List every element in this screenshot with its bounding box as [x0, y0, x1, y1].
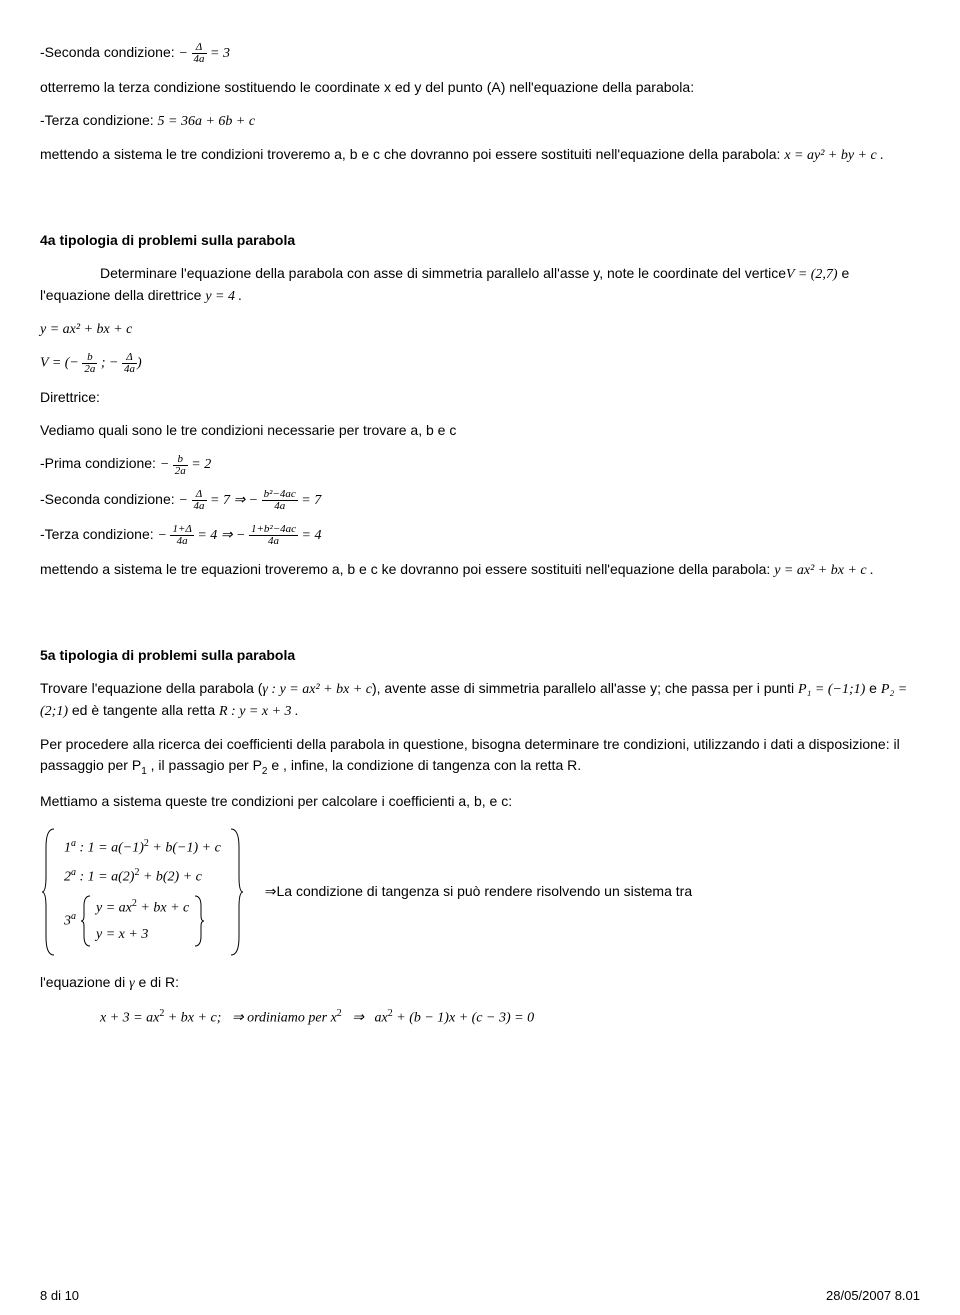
left-brace-icon — [40, 827, 58, 957]
formula: R : y = x + 3 . — [219, 704, 299, 719]
text: mettendo a sistema le tre condizioni tro… — [40, 146, 784, 162]
direttrice-label: Direttrice: — [40, 387, 920, 408]
formula: x = ay² + by + c . — [784, 148, 883, 163]
heading-4a: 4a tipologia di problemi sulla parabola — [40, 230, 920, 251]
formula: − Δ4a = 7 ⇒ − b²−4ac4a = 7 — [179, 493, 322, 508]
system-equations: 1a : 1 = a(−1)2 + b(−1) + c 2a : 1 = a(2… — [40, 827, 920, 957]
formula: γ : y = ax² + bx + c — [262, 682, 372, 697]
sys-line-3: 3a y = ax2 + bx + c y = x + 3 — [64, 894, 221, 948]
arrow: ⇒ — [265, 881, 277, 902]
paragraph: mettendo a sistema le tre condizioni tro… — [40, 144, 920, 166]
page-number: 8 di 10 — [40, 1286, 79, 1306]
text: -Seconda condizione: — [40, 491, 179, 507]
text: e — [865, 680, 881, 696]
inner-left-brace-icon — [80, 894, 92, 948]
formula: P₁ = (−1;1) — [798, 682, 865, 697]
sys-inner-1: y = ax2 + bx + c — [96, 896, 189, 919]
formula: y = ax² + bx + c . — [774, 563, 873, 578]
terza-condizione-2: -Terza condizione: − 1+Δ4a = 4 ⇒ − 1+b²−… — [40, 524, 920, 547]
paragraph: Per procedere alla ricerca dei coefficie… — [40, 734, 920, 779]
seconda-condizione-1: -Seconda condizione: − Δ4a = 3 — [40, 42, 920, 65]
text: -Terza condizione: — [40, 112, 158, 128]
text: ed è tangente alla retta — [68, 702, 219, 718]
text: -Seconda condizione: — [40, 44, 179, 60]
formula-final: x + 3 = ax2 + bx + c; ⇒ ordiniamo per x2… — [40, 1006, 920, 1029]
page-footer: 8 di 10 28/05/2007 8.01 — [40, 1286, 920, 1306]
terza-condizione-1: -Terza condizione: 5 = 36a + 6b + c — [40, 110, 920, 132]
sys-line-2: 2a : 1 = a(2)2 + b(2) + c — [64, 865, 221, 888]
text: ), avente asse di simmetria parallelo al… — [372, 680, 798, 696]
text: l'equazione di — [40, 974, 129, 990]
formula: − Δ4a = 3 — [179, 46, 230, 61]
heading-5a: 5a tipologia di problemi sulla parabola — [40, 645, 920, 666]
text: Trovare l'equazione della parabola ( — [40, 680, 262, 696]
formula-vertex: V = (− b2a ; − Δ4a) — [40, 352, 920, 375]
text: mettendo a sistema le tre equazioni trov… — [40, 561, 774, 577]
text: , il passagio per P — [147, 757, 262, 773]
formula: y = 4 . — [205, 289, 242, 304]
formula-parabola: y = ax² + bx + c — [40, 319, 920, 340]
paragraph: otterremo la terza condizione sostituend… — [40, 77, 920, 98]
text: Determinare l'equazione della parabola c… — [70, 263, 786, 284]
prima-condizione: -Prima condizione: − b2a = 2 — [40, 453, 920, 476]
inner-right-brace-icon — [193, 894, 205, 948]
text: e di R: — [135, 974, 179, 990]
text: La condizione di tangenza si può rendere… — [277, 881, 693, 902]
paragraph: mettendo a sistema le tre equazioni trov… — [40, 559, 920, 581]
formula: V = (2,7) — [786, 267, 838, 282]
paragraph: l'equazione di γ e di R: — [40, 972, 920, 994]
seconda-condizione-2: -Seconda condizione: − Δ4a = 7 ⇒ − b²−4a… — [40, 489, 920, 512]
formula: − b2a = 2 — [160, 457, 211, 472]
paragraph: Mettiamo a sistema queste tre condizioni… — [40, 791, 920, 812]
paragraph: Vediamo quali sono le tre condizioni nec… — [40, 420, 920, 441]
sys-line-1: 1a : 1 = a(−1)2 + b(−1) + c — [64, 836, 221, 859]
paragraph-5a-desc: Trovare l'equazione della parabola (γ : … — [40, 678, 920, 722]
text: -Prima condizione: — [40, 455, 160, 471]
text: e , infine, la condizione di tangenza co… — [267, 757, 581, 773]
timestamp: 28/05/2007 8.01 — [826, 1286, 920, 1306]
formula: 5 = 36a + 6b + c — [158, 114, 256, 129]
text: -Terza condizione: — [40, 526, 158, 542]
formula: − 1+Δ4a = 4 ⇒ − 1+b²−4ac4a = 4 — [158, 528, 322, 543]
right-brace-icon — [227, 827, 245, 957]
sys-inner-2: y = x + 3 — [96, 924, 189, 945]
paragraph-4a-desc: Determinare l'equazione della parabola c… — [40, 263, 920, 307]
